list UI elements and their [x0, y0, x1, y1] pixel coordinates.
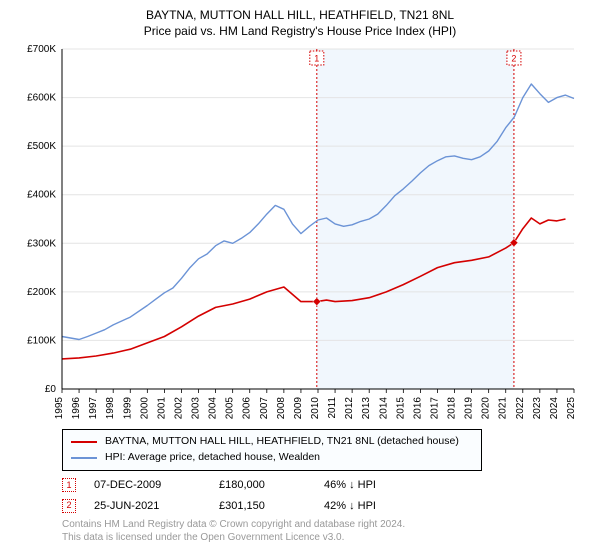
footer-attribution: Contains HM Land Registry data © Crown c… — [62, 518, 588, 544]
svg-text:2025: 2025 — [566, 397, 577, 420]
legend-label: BAYTNA, MUTTON HALL HILL, HEATHFIELD, TN… — [105, 434, 459, 450]
svg-text:1995: 1995 — [54, 397, 65, 420]
svg-text:2004: 2004 — [208, 397, 219, 420]
svg-text:£400K: £400K — [27, 190, 56, 201]
svg-text:2018: 2018 — [447, 397, 458, 420]
svg-text:2017: 2017 — [429, 397, 440, 420]
svg-text:£700K: £700K — [27, 44, 56, 55]
svg-text:2022: 2022 — [515, 397, 526, 420]
svg-text:2005: 2005 — [225, 397, 236, 420]
transaction-delta: 46% ↓ HPI — [324, 475, 419, 496]
svg-text:2015: 2015 — [395, 397, 406, 420]
svg-text:2001: 2001 — [156, 397, 167, 420]
transaction-marker: 1 — [62, 478, 76, 492]
svg-text:2010: 2010 — [310, 397, 321, 420]
footer-line-1: Contains HM Land Registry data © Crown c… — [62, 518, 588, 531]
transaction-price: £301,150 — [219, 496, 324, 517]
svg-text:2021: 2021 — [498, 397, 509, 420]
svg-text:2002: 2002 — [173, 397, 184, 420]
svg-text:2000: 2000 — [139, 397, 150, 420]
svg-text:2007: 2007 — [259, 397, 270, 420]
svg-text:1999: 1999 — [122, 397, 133, 420]
svg-text:2019: 2019 — [464, 397, 475, 420]
svg-text:£300K: £300K — [27, 238, 56, 249]
svg-text:1996: 1996 — [71, 397, 82, 420]
svg-text:2006: 2006 — [242, 397, 253, 420]
chart-svg: £0 £100K £200K £300K £400K £500K £600K £700K 199… — [12, 43, 588, 423]
svg-text:2008: 2008 — [276, 397, 287, 420]
svg-text:2011: 2011 — [327, 397, 338, 419]
svg-text:£0: £0 — [45, 384, 57, 395]
svg-text:1997: 1997 — [88, 397, 99, 420]
svg-text:2012: 2012 — [344, 397, 355, 420]
transaction-delta: 42% ↓ HPI — [324, 496, 419, 517]
svg-text:2: 2 — [511, 54, 516, 64]
transaction-date: 07-DEC-2009 — [94, 475, 219, 496]
transactions-table: 1 07-DEC-2009£180,00046% ↓ HPI 2 25-JUN-202… — [12, 475, 588, 517]
svg-text:2003: 2003 — [191, 397, 202, 420]
legend-swatch — [71, 441, 97, 443]
transaction-date: 25-JUN-2021 — [94, 496, 219, 517]
transaction-marker: 2 — [62, 499, 76, 513]
svg-text:2024: 2024 — [549, 397, 560, 420]
legend-label: HPI: Average price, detached house, Weal… — [105, 450, 320, 466]
chart-subtitle: Price paid vs. HM Land Registry's House … — [12, 24, 588, 40]
svg-text:£100K: £100K — [27, 336, 56, 347]
svg-text:1998: 1998 — [105, 397, 116, 420]
svg-text:2020: 2020 — [481, 397, 492, 420]
chart-area: £0 £100K £200K £300K £400K £500K £600K £700K 199… — [12, 43, 588, 423]
svg-text:2013: 2013 — [361, 397, 372, 420]
svg-text:£600K: £600K — [27, 93, 56, 104]
legend-row: BAYTNA, MUTTON HALL HILL, HEATHFIELD, TN… — [71, 434, 473, 450]
transaction-row: 1 07-DEC-2009£180,00046% ↓ HPI — [62, 475, 588, 496]
svg-text:2016: 2016 — [412, 397, 423, 420]
legend-swatch — [71, 457, 97, 459]
svg-text:£500K: £500K — [27, 141, 56, 152]
chart-title: BAYTNA, MUTTON HALL HILL, HEATHFIELD, TN… — [12, 8, 588, 24]
transaction-row: 2 25-JUN-2021£301,15042% ↓ HPI — [62, 496, 588, 517]
svg-text:1: 1 — [314, 54, 319, 64]
legend-box: BAYTNA, MUTTON HALL HILL, HEATHFIELD, TN… — [62, 429, 482, 471]
svg-text:£200K: £200K — [27, 287, 56, 298]
svg-text:2023: 2023 — [532, 397, 543, 420]
svg-text:2014: 2014 — [378, 397, 389, 420]
transaction-price: £180,000 — [219, 475, 324, 496]
legend-row: HPI: Average price, detached house, Weal… — [71, 450, 473, 466]
footer-line-2: This data is licensed under the Open Gov… — [62, 531, 588, 544]
svg-text:2009: 2009 — [293, 397, 304, 420]
